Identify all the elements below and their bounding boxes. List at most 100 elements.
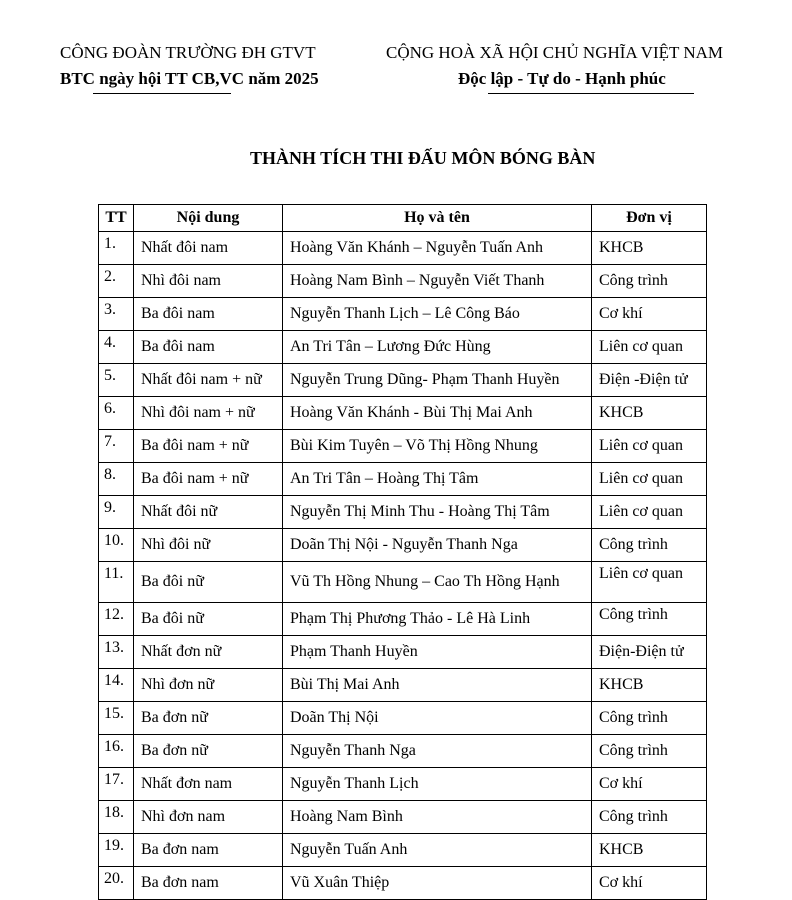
- table-row: 15. Ba đơn nữ Doãn Thị Nội Công trình: [98, 701, 707, 735]
- unit: KHCB: [591, 668, 707, 702]
- athlete-names: Hoàng Nam Bình: [282, 800, 592, 834]
- event: Ba đôi nữ: [133, 561, 283, 603]
- org-name: CÔNG ĐOÀN TRƯỜNG ĐH GTVT: [60, 43, 316, 62]
- column-header-content: Nội dung: [133, 204, 283, 232]
- unit: Liên cơ quan: [591, 561, 707, 603]
- unit: Liên cơ quan: [591, 462, 707, 496]
- row-number: 18.: [98, 800, 134, 834]
- table-row: 1. Nhất đôi nam Hoàng Văn Khánh – Nguyễn T…: [98, 231, 707, 265]
- unit: KHCB: [591, 833, 707, 867]
- athlete-names: Bùi Kim Tuyên – Võ Thị Hồng Nhung: [282, 429, 592, 463]
- athlete-names: Nguyễn Thanh Lịch – Lê Công Báo: [282, 297, 592, 331]
- page-title: THÀNH TÍCH THI ĐẤU MÔN BÓNG BÀN: [250, 148, 596, 168]
- row-number: 10.: [98, 528, 134, 562]
- row-number: 12.: [98, 602, 134, 636]
- table-row: 8. Ba đôi nam + nữ An Tri Tân – Hoàng Thị …: [98, 462, 707, 496]
- unit: KHCB: [591, 231, 707, 265]
- row-number: 15.: [98, 701, 134, 735]
- row-number: 14.: [98, 668, 134, 702]
- event: Ba đơn nữ: [133, 734, 283, 768]
- event: Nhì đôi nữ: [133, 528, 283, 562]
- athlete-names: An Tri Tân – Lương Đức Hùng: [282, 330, 592, 364]
- unit: Điện -Điện tử: [591, 363, 707, 397]
- athlete-names: Nguyễn Trung Dũng- Phạm Thanh Huyền: [282, 363, 592, 397]
- event: Nhì đôi nam + nữ: [133, 396, 283, 430]
- athlete-names: Phạm Thanh Huyền: [282, 635, 592, 669]
- table-row: 7. Ba đôi nam + nữ Bùi Kim Tuyên – Võ Thị …: [98, 429, 707, 463]
- table-row: 20. Ba đơn nam Vũ Xuân Thiệp Cơ khí: [98, 866, 707, 900]
- event: Ba đôi nam: [133, 297, 283, 331]
- unit: Công trình: [591, 528, 707, 562]
- unit: Điện-Điện tử: [591, 635, 707, 669]
- results-table: TT Nội dung Họ và tên Đơn vị 1. Nhất đôi …: [98, 204, 707, 900]
- event: Nhất đôi nam: [133, 231, 283, 265]
- table-row: 11. Ba đôi nữ Vũ Th Hồng Nhung – Cao Th Hồ…: [98, 561, 707, 603]
- table-row: 3. Ba đôi nam Nguyễn Thanh Lịch – Lê Công …: [98, 297, 707, 331]
- row-number: 9.: [98, 495, 134, 529]
- organizing-committee: BTC ngày hội TT CB,VC năm 2025: [60, 69, 319, 88]
- table-row: 14. Nhì đơn nữ Bùi Thị Mai Anh KHCB: [98, 668, 707, 702]
- event: Ba đôi nam + nữ: [133, 429, 283, 463]
- unit: Công trình: [591, 734, 707, 768]
- table-header-row: TT Nội dung Họ và tên Đơn vị: [98, 204, 707, 232]
- column-header-tt: TT: [98, 204, 134, 232]
- unit: Liên cơ quan: [591, 429, 707, 463]
- table-row: 16. Ba đơn nữ Nguyễn Thanh Nga Công trình: [98, 734, 707, 768]
- athlete-names: Nguyễn Thanh Lịch: [282, 767, 592, 801]
- row-number: 13.: [98, 635, 134, 669]
- row-number: 7.: [98, 429, 134, 463]
- event: Ba đơn nữ: [133, 701, 283, 735]
- athlete-names: Doãn Thị Nội - Nguyễn Thanh Nga: [282, 528, 592, 562]
- table-row: 13. Nhất đơn nữ Phạm Thanh Huyền Điện-Điện …: [98, 635, 707, 669]
- row-number: 11.: [98, 561, 134, 603]
- national-motto: Độc lập - Tự do - Hạnh phúc: [458, 69, 666, 88]
- row-number: 16.: [98, 734, 134, 768]
- unit: KHCB: [591, 396, 707, 430]
- event: Ba đôi nam: [133, 330, 283, 364]
- athlete-names: Hoàng Nam Bình – Nguyễn Viết Thanh: [282, 264, 592, 298]
- column-header-name: Họ và tên: [282, 204, 592, 232]
- athlete-names: Bùi Thị Mai Anh: [282, 668, 592, 702]
- event: Nhất đôi nam + nữ: [133, 363, 283, 397]
- athlete-names: Doãn Thị Nội: [282, 701, 592, 735]
- table-row: 10. Nhì đôi nữ Doãn Thị Nội - Nguyễn Thanh…: [98, 528, 707, 562]
- table-row: 18. Nhì đơn nam Hoàng Nam Bình Công trình: [98, 800, 707, 834]
- event: Ba đôi nam + nữ: [133, 462, 283, 496]
- event: Nhì đơn nữ: [133, 668, 283, 702]
- row-number: 4.: [98, 330, 134, 364]
- table-row: 17. Nhất đơn nam Nguyễn Thanh Lịch Cơ khí: [98, 767, 707, 801]
- national-title: CỘNG HOÀ XÃ HỘI CHỦ NGHĨA VIỆT NAM: [386, 43, 724, 62]
- unit: Cơ khí: [591, 767, 707, 801]
- athlete-names: Phạm Thị Phương Thảo - Lê Hà Linh: [282, 602, 592, 636]
- column-header-unit: Đơn vị: [591, 204, 707, 232]
- event: Nhì đơn nam: [133, 800, 283, 834]
- row-number: 19.: [98, 833, 134, 867]
- athlete-names: Vũ Th Hồng Nhung – Cao Th Hồng Hạnh: [282, 561, 592, 603]
- row-number: 3.: [98, 297, 134, 331]
- event: Ba đơn nam: [133, 866, 283, 900]
- unit: Liên cơ quan: [591, 495, 707, 529]
- row-number: 1.: [98, 231, 134, 265]
- row-number: 2.: [98, 264, 134, 298]
- table-row: 12. Ba đôi nữ Phạm Thị Phương Thảo - Lê Hà…: [98, 602, 707, 636]
- table-row: 19. Ba đơn nam Nguyễn Tuấn Anh KHCB: [98, 833, 707, 867]
- athlete-names: Nguyễn Tuấn Anh: [282, 833, 592, 867]
- right-underline: [488, 93, 694, 94]
- athlete-names: Vũ Xuân Thiệp: [282, 866, 592, 900]
- row-number: 20.: [98, 866, 134, 900]
- event: Ba đơn nam: [133, 833, 283, 867]
- row-number: 17.: [98, 767, 134, 801]
- athlete-names: An Tri Tân – Hoàng Thị Tâm: [282, 462, 592, 496]
- athlete-names: Nguyễn Thị Minh Thu - Hoàng Thị Tâm: [282, 495, 592, 529]
- athlete-names: Hoàng Văn Khánh - Bùi Thị Mai Anh: [282, 396, 592, 430]
- event: Nhì đôi nam: [133, 264, 283, 298]
- row-number: 8.: [98, 462, 134, 496]
- unit: Cơ khí: [591, 297, 707, 331]
- unit: Công trình: [591, 701, 707, 735]
- table-row: 2. Nhì đôi nam Hoàng Nam Bình – Nguyễn Viế…: [98, 264, 707, 298]
- event: Nhất đôi nữ: [133, 495, 283, 529]
- row-number: 6.: [98, 396, 134, 430]
- athlete-names: Nguyễn Thanh Nga: [282, 734, 592, 768]
- athlete-names: Hoàng Văn Khánh – Nguyễn Tuấn Anh: [282, 231, 592, 265]
- table-row: 5. Nhất đôi nam + nữ Nguyễn Trung Dũng- Ph…: [98, 363, 707, 397]
